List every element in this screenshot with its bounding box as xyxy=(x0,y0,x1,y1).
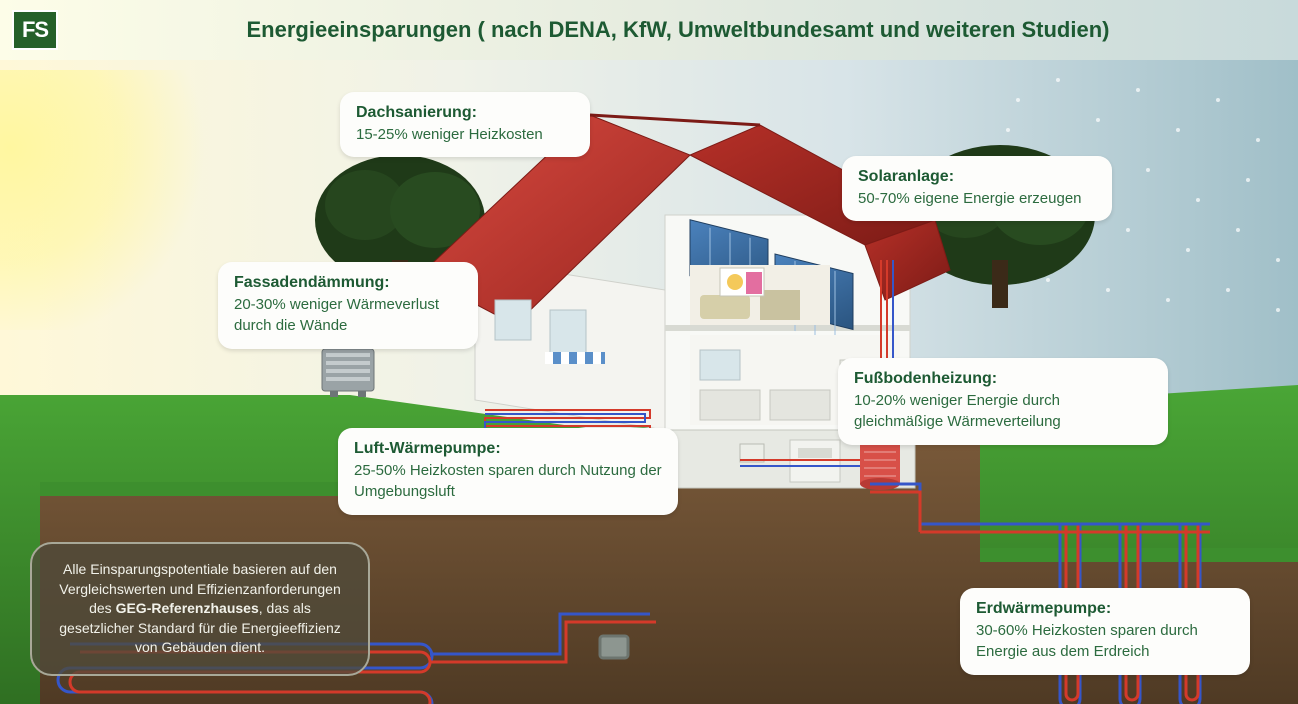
callout-floorheating-value: 10-20% weniger Energie durch gleichmäßig… xyxy=(854,392,1061,431)
callout-solar-value: 50-70% eigene Energie erzeugen xyxy=(858,190,1082,207)
callout-geo-heatpump-label: Erdwärmepumpe: xyxy=(976,598,1234,620)
callout-solar: Solaranlage: 50-70% eigene Energie erzeu… xyxy=(842,156,1112,221)
callout-air-heatpump: Luft-Wärmepumpe: 25-50% Heizkosten spare… xyxy=(338,428,678,515)
air-heatpump-unit-icon xyxy=(320,343,376,397)
attic-room-icon xyxy=(690,265,830,325)
awning-icon xyxy=(545,352,605,364)
callout-floorheating-label: Fußbodenheizung: xyxy=(854,368,1152,390)
callout-roof-label: Dachsanierung: xyxy=(356,102,574,124)
callout-air-heatpump-value: 25-50% Heizkosten sparen durch Nutzung d… xyxy=(354,462,662,501)
callout-roof: Dachsanierung: 15-25% weniger Heizkosten xyxy=(340,92,590,157)
callout-air-heatpump-label: Luft-Wärmepumpe: xyxy=(354,438,662,460)
footnote-bold: GEG-Referenzhauses xyxy=(116,600,259,616)
callout-floorheating: Fußbodenheizung: 10-20% weniger Energie … xyxy=(838,358,1168,445)
sun-glow xyxy=(0,70,220,330)
callout-facade-value: 20-30% weniger Wärmeverlust durch die Wä… xyxy=(234,296,439,335)
callout-facade: Fassadendämmung: 20-30% weniger Wärmever… xyxy=(218,262,478,349)
callout-geo-heatpump: Erdwärmepumpe: 30-60% Heizkosten sparen … xyxy=(960,588,1250,675)
callout-facade-label: Fassadendämmung: xyxy=(234,272,462,294)
callout-roof-value: 15-25% weniger Heizkosten xyxy=(356,126,543,143)
callout-solar-label: Solaranlage: xyxy=(858,166,1096,188)
footnote-box: Alle Einsparungspotentiale basieren auf … xyxy=(30,542,370,676)
callout-geo-heatpump-value: 30-60% Heizkosten sparen durch Energie a… xyxy=(976,622,1198,661)
